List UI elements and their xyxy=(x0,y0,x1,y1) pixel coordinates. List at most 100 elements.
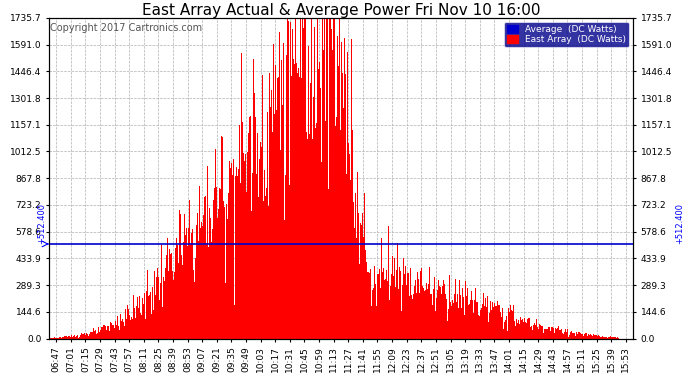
Bar xyxy=(74,335,75,339)
Bar xyxy=(605,337,606,339)
Bar xyxy=(278,77,279,339)
Bar xyxy=(467,288,469,339)
Bar xyxy=(126,320,127,339)
Bar xyxy=(163,278,164,339)
Bar xyxy=(192,229,193,339)
Bar xyxy=(75,337,76,339)
Bar xyxy=(310,83,311,339)
Bar xyxy=(298,68,299,339)
Bar xyxy=(439,286,440,339)
Bar xyxy=(545,329,546,339)
Bar xyxy=(129,315,130,339)
Bar xyxy=(141,315,142,339)
Bar xyxy=(542,326,543,339)
Bar xyxy=(497,304,499,339)
Bar xyxy=(274,114,275,339)
Bar xyxy=(119,330,120,339)
Bar xyxy=(589,335,590,339)
Bar xyxy=(63,338,64,339)
Bar xyxy=(236,167,237,339)
Bar xyxy=(598,335,600,339)
Bar xyxy=(587,336,588,339)
Bar xyxy=(380,288,381,339)
Bar xyxy=(569,335,570,339)
Bar xyxy=(198,242,199,339)
Bar xyxy=(286,0,288,339)
Bar xyxy=(311,0,313,339)
Bar xyxy=(148,296,149,339)
Bar xyxy=(183,242,184,339)
Bar xyxy=(294,64,295,339)
Bar xyxy=(352,130,353,339)
Bar xyxy=(500,316,502,339)
Bar xyxy=(323,50,324,339)
Bar xyxy=(400,271,401,339)
Bar xyxy=(398,289,399,339)
Bar xyxy=(610,336,611,339)
Bar xyxy=(379,268,380,339)
Bar xyxy=(504,322,505,339)
Bar xyxy=(618,338,620,339)
Bar xyxy=(384,279,386,339)
Bar xyxy=(170,252,172,339)
Bar xyxy=(563,334,564,339)
Bar xyxy=(315,128,316,339)
Bar xyxy=(140,313,141,339)
Bar xyxy=(71,335,72,339)
Bar xyxy=(208,208,210,339)
Bar xyxy=(138,308,139,339)
Bar xyxy=(201,222,202,339)
Bar xyxy=(159,300,160,339)
Bar xyxy=(455,279,456,339)
Bar xyxy=(358,213,359,339)
Bar xyxy=(529,318,530,339)
Bar xyxy=(368,272,369,339)
Bar xyxy=(220,189,221,339)
Bar xyxy=(613,338,615,339)
Bar xyxy=(615,338,617,339)
Bar xyxy=(103,325,104,339)
Bar xyxy=(593,335,595,339)
Bar xyxy=(218,209,219,339)
Bar xyxy=(86,333,87,339)
Bar xyxy=(202,226,203,339)
Bar xyxy=(308,46,309,339)
Bar xyxy=(520,318,522,339)
Bar xyxy=(182,265,183,339)
Bar xyxy=(462,286,464,339)
Bar xyxy=(240,183,241,339)
Bar xyxy=(354,228,355,339)
Bar xyxy=(356,238,357,339)
Bar xyxy=(366,262,368,339)
Bar xyxy=(328,189,329,339)
Bar xyxy=(185,235,186,339)
Bar xyxy=(164,280,165,339)
Bar xyxy=(373,288,374,339)
Bar xyxy=(574,333,575,339)
Bar xyxy=(537,327,538,339)
Bar xyxy=(568,337,569,339)
Bar xyxy=(50,338,51,339)
Bar xyxy=(121,321,122,339)
Bar xyxy=(284,220,285,339)
Bar xyxy=(486,307,487,339)
Bar xyxy=(158,277,159,339)
Bar xyxy=(317,18,318,339)
Bar xyxy=(386,270,387,339)
Bar xyxy=(221,136,222,339)
Bar xyxy=(62,338,63,339)
Bar xyxy=(260,142,261,339)
Bar xyxy=(432,305,433,339)
Bar xyxy=(319,62,320,339)
Bar xyxy=(81,333,82,339)
Bar xyxy=(588,334,589,339)
Bar xyxy=(215,149,216,339)
Bar xyxy=(408,273,409,339)
Bar xyxy=(203,215,204,339)
Bar xyxy=(291,76,293,339)
Bar xyxy=(258,197,259,339)
Bar xyxy=(479,316,480,339)
Bar xyxy=(557,328,558,339)
Bar xyxy=(231,163,233,339)
Bar xyxy=(406,285,407,339)
